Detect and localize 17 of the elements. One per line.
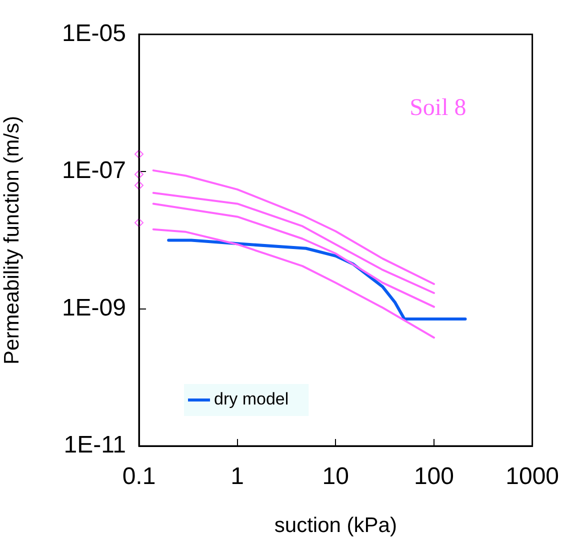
x-tick-label: 10 bbox=[322, 463, 350, 490]
x-tick-label: 100 bbox=[414, 463, 454, 490]
x-axis-title: suction (kPa) bbox=[274, 514, 397, 538]
y-axis-title: Permeability function (m/s) bbox=[0, 116, 24, 364]
y-tick-label: 1E-09 bbox=[62, 294, 126, 322]
y-tick-label: 1E-11 bbox=[64, 432, 126, 459]
x-tick-label: 1000 bbox=[506, 463, 559, 490]
annotation: Soil 8 bbox=[410, 94, 466, 121]
point bbox=[134, 170, 144, 179]
point bbox=[134, 150, 144, 159]
legend-label: dry model bbox=[214, 390, 289, 409]
point bbox=[134, 180, 144, 190]
y-tick-label: 1E-07 bbox=[62, 157, 126, 184]
x-tick-label: 0.1 bbox=[122, 463, 156, 490]
point bbox=[134, 218, 144, 228]
x-tick-label: 1 bbox=[230, 463, 244, 490]
y-tick-label: 1E-05 bbox=[62, 20, 126, 48]
